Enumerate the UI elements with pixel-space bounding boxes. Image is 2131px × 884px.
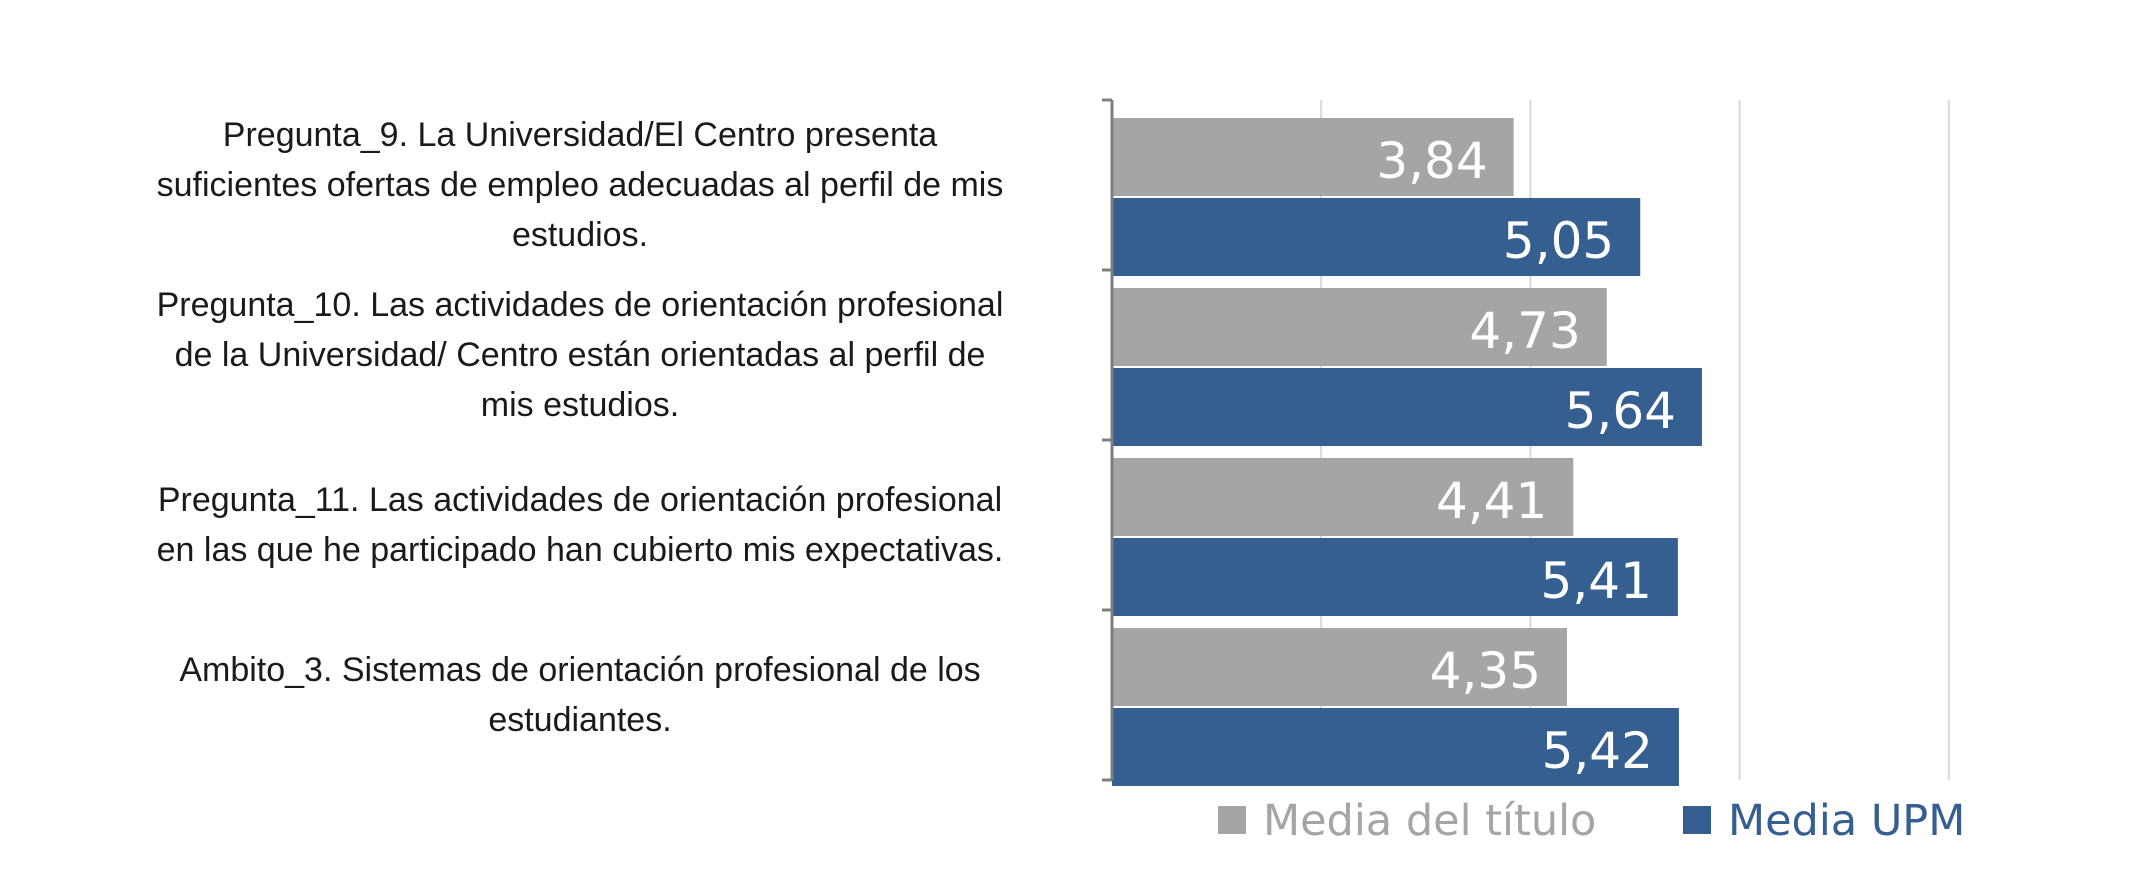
data-label: 4,41	[1436, 472, 1547, 530]
bar-media-titulo	[1112, 628, 1568, 706]
bar-media-upm	[1112, 708, 1679, 786]
bar-media-upm	[1112, 198, 1641, 276]
legend-item-media-upm: Media UPM	[1728, 796, 1965, 846]
legend-item-media-titulo: Media del título	[1263, 796, 1596, 846]
data-label: 5,42	[1542, 722, 1653, 780]
legend: Media del título Media UPM	[1218, 796, 1965, 846]
bar-media-upm	[1112, 368, 1702, 446]
category-label: Pregunta_11. Las actividades de orientac…	[157, 481, 1004, 569]
bars	[1112, 118, 1702, 786]
bar-media-titulo	[1112, 288, 1607, 366]
bar-media-titulo	[1112, 118, 1514, 196]
data-label: 5,41	[1541, 552, 1652, 610]
category-axis	[1102, 98, 1114, 782]
bar-media-upm	[1112, 538, 1678, 616]
category-label: Pregunta_10. Las actividades de orientac…	[157, 286, 1004, 424]
data-label: 4,73	[1469, 302, 1580, 360]
legend-swatch	[1683, 806, 1711, 834]
data-label: 5,64	[1565, 382, 1676, 440]
bar-media-titulo	[1112, 458, 1574, 536]
category-labels: Pregunta_9. La Universidad/El Centro pre…	[157, 116, 1004, 739]
category-label: Pregunta_9. La Universidad/El Centro pre…	[157, 116, 1004, 254]
data-label: 4,35	[1430, 642, 1541, 700]
value-labels: 3,84 5,05 4,73 5,64 4,41 5,414,355,42	[1376, 132, 1676, 780]
data-label: 5,05	[1503, 212, 1614, 270]
category-label: Ambito_3. Sistemas de orientación profes…	[179, 651, 980, 739]
legend-swatch	[1218, 806, 1246, 834]
data-label: 3,84	[1376, 132, 1487, 190]
